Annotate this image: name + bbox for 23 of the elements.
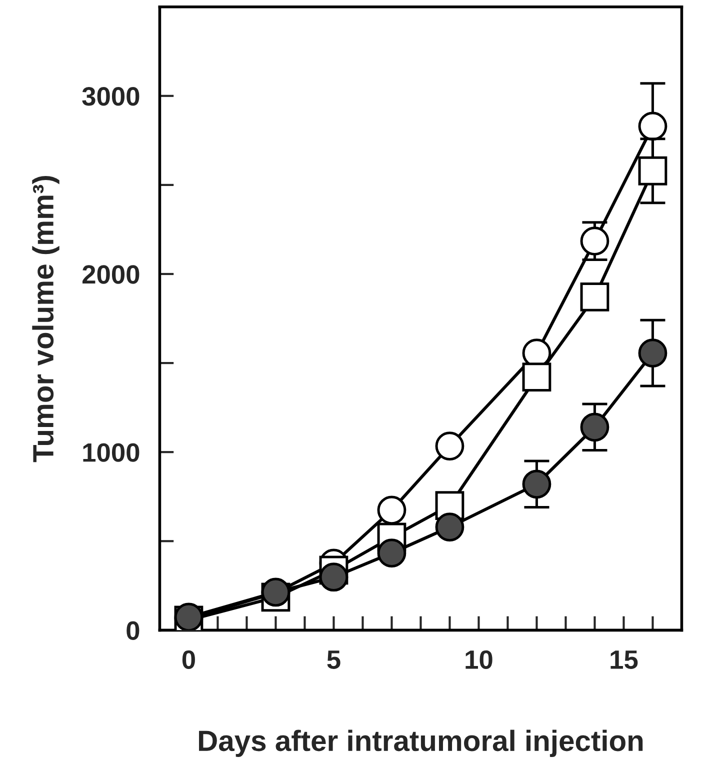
y-tick-label: 3000: [82, 87, 140, 106]
y-tick-label: 0: [126, 621, 140, 640]
x-axis-title: Days after intratumoral injection: [199, 730, 643, 757]
point: [377, 496, 406, 525]
point: [522, 362, 552, 392]
point: [638, 112, 668, 141]
point: [638, 338, 668, 368]
point: [435, 432, 464, 460]
y-tick-label: 1000: [83, 443, 140, 462]
x-tick-label: 15: [610, 650, 638, 669]
point: [377, 538, 406, 568]
point: [522, 470, 552, 499]
x-tick-label: 0: [182, 650, 195, 669]
y-axis-title: Tumor volume (mm³): [32, 176, 60, 462]
point: [580, 226, 610, 256]
x-tick-label: 5: [327, 650, 340, 669]
y-tick-label: 2000: [82, 265, 140, 284]
point: [638, 156, 668, 186]
point: [319, 562, 348, 592]
point: [435, 512, 464, 542]
x-tick-label: 10: [466, 650, 492, 669]
point: [580, 412, 610, 442]
point: [580, 282, 610, 312]
